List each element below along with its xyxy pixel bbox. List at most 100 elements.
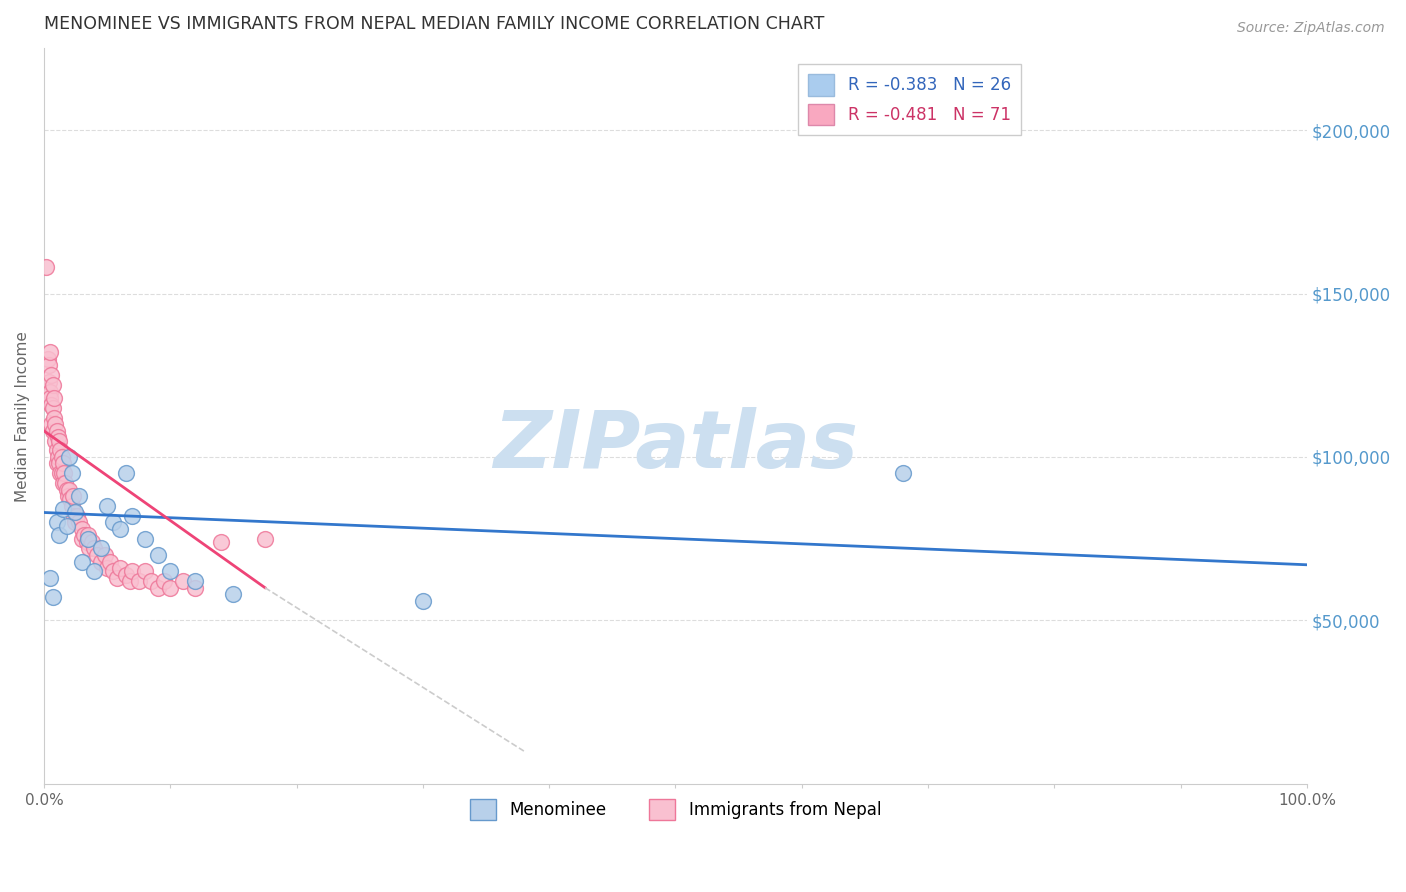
Point: [134, 564, 156, 578]
Point: [46, 430, 69, 444]
Point: [48, 528, 70, 542]
Point: [121, 508, 143, 523]
Point: [70, 522, 93, 536]
Point: [39, 571, 62, 585]
Point: [79, 541, 101, 556]
Point: [83, 541, 105, 556]
Point: [412, 593, 434, 607]
Point: [45, 516, 67, 530]
Point: [44, 434, 66, 448]
Point: [58, 450, 80, 464]
Point: [115, 567, 138, 582]
Point: [45, 424, 67, 438]
Point: [55, 483, 77, 497]
Point: [42, 378, 65, 392]
Point: [42, 410, 65, 425]
Point: [65, 516, 87, 530]
Point: [56, 489, 79, 503]
Point: [49, 467, 72, 481]
Point: [38, 375, 60, 389]
Point: [141, 574, 163, 588]
Point: [46, 450, 69, 464]
Point: [121, 564, 143, 578]
Point: [67, 516, 90, 530]
Point: [103, 564, 125, 578]
Point: [96, 499, 118, 513]
Point: [105, 571, 128, 585]
Point: [891, 467, 914, 481]
Point: [222, 587, 245, 601]
Point: [65, 506, 87, 520]
Text: Source: ZipAtlas.com: Source: ZipAtlas.com: [1237, 21, 1385, 35]
Point: [59, 492, 82, 507]
Point: [184, 581, 207, 595]
Point: [184, 574, 207, 588]
Point: [52, 502, 75, 516]
Point: [77, 532, 100, 546]
Point: [51, 467, 73, 481]
Point: [80, 535, 103, 549]
Point: [55, 518, 77, 533]
Point: [159, 564, 181, 578]
Point: [41, 417, 63, 432]
Point: [98, 554, 121, 568]
Point: [38, 359, 60, 373]
Point: [90, 554, 112, 568]
Point: [58, 483, 80, 497]
Text: ZIPatlas: ZIPatlas: [494, 407, 858, 484]
Point: [67, 489, 90, 503]
Point: [63, 508, 86, 523]
Point: [60, 467, 83, 481]
Point: [108, 522, 131, 536]
Point: [39, 384, 62, 399]
Point: [70, 554, 93, 568]
Point: [108, 561, 131, 575]
Point: [209, 535, 232, 549]
Legend: Menominee, Immigrants from Nepal: Menominee, Immigrants from Nepal: [463, 792, 887, 827]
Point: [103, 516, 125, 530]
Point: [70, 532, 93, 546]
Point: [96, 561, 118, 575]
Point: [53, 476, 76, 491]
Point: [52, 476, 75, 491]
Point: [42, 401, 65, 415]
Point: [93, 548, 115, 562]
Point: [153, 574, 176, 588]
Point: [159, 581, 181, 595]
Point: [35, 260, 58, 275]
Point: [39, 345, 62, 359]
Point: [37, 351, 59, 366]
Point: [44, 417, 66, 432]
Point: [60, 499, 83, 513]
Point: [42, 424, 65, 438]
Point: [128, 574, 150, 588]
Point: [253, 532, 276, 546]
Point: [42, 391, 65, 405]
Point: [115, 467, 138, 481]
Text: MENOMINEE VS IMMIGRANTS FROM NEPAL MEDIAN FAMILY INCOME CORRELATION CHART: MENOMINEE VS IMMIGRANTS FROM NEPAL MEDIA…: [44, 15, 824, 33]
Point: [41, 398, 63, 412]
Point: [146, 581, 169, 595]
Point: [51, 450, 73, 464]
Point: [52, 457, 75, 471]
Point: [39, 391, 62, 405]
Point: [86, 548, 108, 562]
Point: [146, 548, 169, 562]
Point: [73, 528, 96, 542]
Point: [172, 574, 194, 588]
Point: [77, 528, 100, 542]
Point: [42, 591, 65, 605]
Point: [76, 535, 98, 549]
Point: [90, 541, 112, 556]
Point: [45, 457, 67, 471]
Point: [53, 467, 76, 481]
Point: [62, 489, 84, 503]
Point: [134, 532, 156, 546]
Point: [45, 443, 67, 458]
Point: [41, 368, 63, 383]
Point: [66, 508, 89, 523]
Point: [49, 443, 72, 458]
Point: [48, 434, 70, 448]
Y-axis label: Median Family Income: Median Family Income: [15, 331, 30, 501]
Point: [83, 564, 105, 578]
